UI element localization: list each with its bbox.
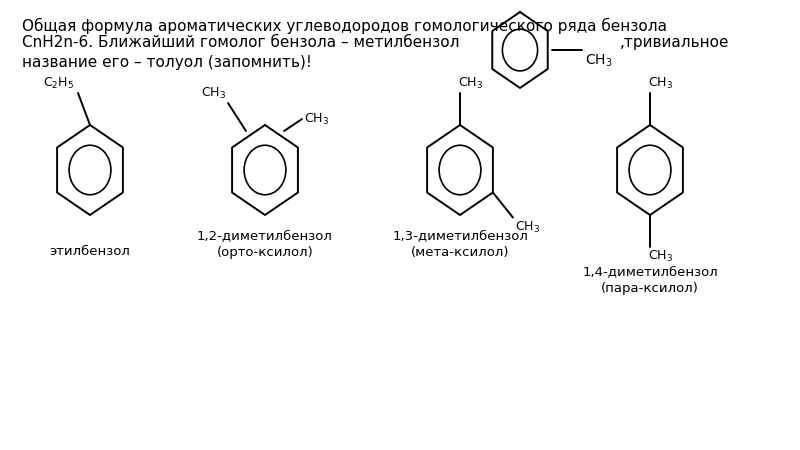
Text: Общая формула ароматических углеводородов гомологического ряда бензола: Общая формула ароматических углеводородо… (22, 18, 667, 34)
Text: CH$_3$: CH$_3$ (458, 76, 483, 91)
Text: CH$_3$: CH$_3$ (201, 86, 226, 101)
Text: 1,4-диметилбензол
(пара-ксилол): 1,4-диметилбензол (пара-ксилол) (582, 265, 718, 295)
Text: CH$_3$: CH$_3$ (304, 112, 329, 126)
Text: ,тривиальное: ,тривиальное (620, 35, 730, 50)
Text: CH$_3$: CH$_3$ (648, 76, 673, 91)
Text: 1,2-диметилбензол
(орто-ксилол): 1,2-диметилбензол (орто-ксилол) (197, 229, 333, 259)
Text: CH$_3$: CH$_3$ (585, 53, 613, 69)
Text: C$_2$H$_5$: C$_2$H$_5$ (43, 76, 74, 91)
Text: CH$_3$: CH$_3$ (515, 220, 540, 234)
Text: этилбензол: этилбензол (50, 245, 130, 258)
Text: CH$_3$: CH$_3$ (648, 249, 673, 264)
Text: CnH2n-6. Ближайший гомолог бензола – метилбензол: CnH2n-6. Ближайший гомолог бензола – мет… (22, 35, 459, 50)
Text: название его – толуол (запомнить)!: название его – толуол (запомнить)! (22, 55, 312, 70)
Text: 1,3-диметилбензол
(мета-ксилол): 1,3-диметилбензол (мета-ксилол) (392, 229, 528, 259)
